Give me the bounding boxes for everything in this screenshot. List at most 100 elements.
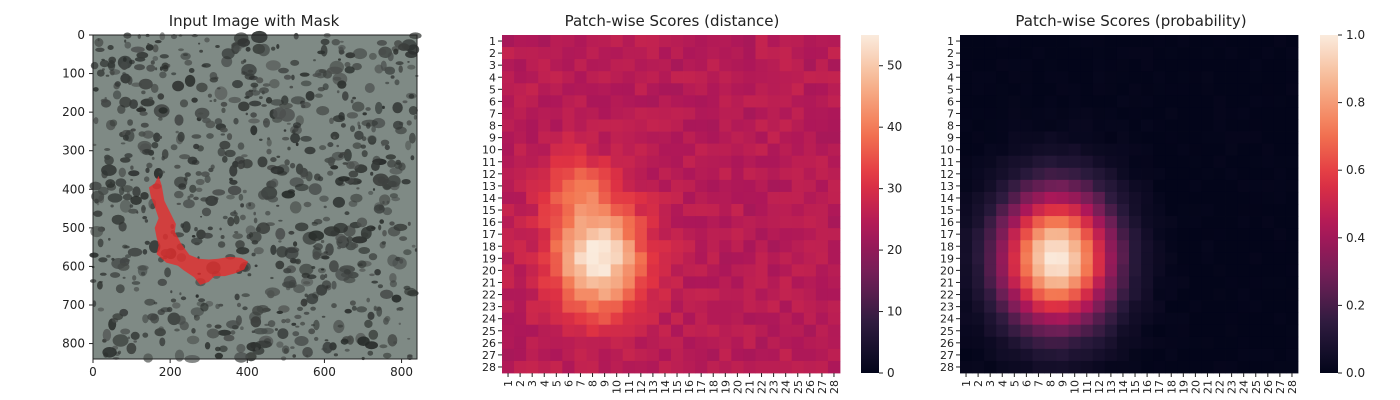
heatmap-cell	[1056, 312, 1070, 326]
heatmap-cell	[972, 179, 985, 193]
heatmap-cell	[1129, 264, 1142, 277]
heatmap-cell	[1092, 204, 1106, 217]
probability-heatmap-axes: 1234567891011121314151617181920212223242…	[940, 35, 1299, 394]
heatmap-cell	[610, 107, 624, 120]
texture-spot	[391, 294, 402, 303]
texture-spot	[205, 195, 218, 206]
heatmap-cell	[1273, 71, 1287, 84]
texture-spot	[291, 74, 295, 81]
texture-spot	[308, 183, 322, 196]
texture-spot	[333, 136, 336, 139]
heatmap-cell	[1080, 300, 1094, 314]
heatmap-cell	[634, 107, 648, 120]
heatmap-cell	[514, 131, 527, 145]
heatmap-cell	[671, 276, 684, 289]
heatmap-cell	[526, 95, 539, 108]
colorbar-gradient	[861, 35, 879, 373]
heatmap-cell	[1177, 240, 1190, 253]
heatmap-cell	[743, 324, 756, 338]
texture-spot	[206, 133, 214, 139]
heatmap-cell	[1092, 276, 1106, 289]
texture-spot	[275, 260, 285, 270]
heatmap-cell	[526, 288, 539, 301]
texture-spot	[130, 195, 142, 205]
heatmap-cell	[1056, 264, 1070, 277]
heatmap-cell	[538, 131, 551, 145]
heatmap-cell	[1129, 155, 1142, 169]
heatmap-cell	[1044, 288, 1057, 301]
heatmap-cell	[514, 276, 527, 289]
heatmap-cell	[1213, 143, 1226, 157]
heatmap-cell	[1237, 276, 1251, 289]
texture-spot	[119, 96, 132, 108]
heatmap-cell	[1104, 264, 1118, 277]
heatmap-cell	[743, 300, 756, 314]
heatmap-cell	[815, 83, 829, 96]
heatmap-cell	[1225, 71, 1239, 84]
heatmap-cell	[526, 155, 539, 169]
texture-spot	[241, 154, 248, 158]
texture-spot	[200, 215, 203, 218]
heatmap-cell	[707, 143, 720, 157]
heatmap-cell	[1213, 312, 1226, 326]
heatmap-cell	[526, 191, 539, 205]
texture-spot	[161, 155, 165, 161]
heatmap-cell	[1225, 276, 1239, 289]
texture-spot	[401, 179, 411, 185]
heatmap-cell	[767, 35, 781, 48]
texture-spot	[233, 215, 240, 225]
heatmap-cell	[1213, 228, 1226, 241]
texture-spot	[110, 204, 114, 208]
heatmap-cell	[803, 300, 817, 314]
texture-spot	[133, 287, 140, 292]
texture-spot	[398, 162, 406, 171]
texture-spot	[315, 238, 319, 241]
heatmap-cell	[1273, 95, 1287, 108]
heatmap-cell	[586, 179, 599, 193]
heatmap-cell	[1285, 47, 1299, 60]
heatmap-cell	[767, 312, 781, 326]
heatmap-cell	[719, 216, 732, 229]
heatmap-cell	[1249, 143, 1263, 157]
heatmap-cell	[1068, 336, 1082, 350]
heatmap-cell	[1104, 240, 1118, 253]
texture-spot	[121, 185, 133, 193]
heatmap-cell	[803, 216, 817, 229]
heatmap-cell	[622, 228, 636, 241]
texture-spot	[352, 48, 368, 60]
texture-spot	[191, 34, 198, 38]
heatmap-cell	[755, 83, 768, 96]
heatmap-cell	[1201, 276, 1214, 289]
row-tick-label: 24	[482, 313, 496, 326]
heatmap-cell	[767, 216, 781, 229]
heatmap-cell	[1032, 47, 1045, 60]
heatmap-cell	[550, 300, 563, 314]
heatmap-cell	[996, 324, 1009, 338]
heatmap-cell	[598, 228, 612, 241]
heatmap-cell	[984, 252, 997, 265]
heatmap-cell	[526, 179, 539, 193]
texture-spot	[131, 281, 141, 285]
heatmap-cell	[1116, 204, 1130, 217]
texture-spot	[142, 216, 148, 220]
heatmap-cell	[646, 324, 660, 338]
texture-spot	[375, 101, 383, 115]
heatmap-cell	[815, 264, 829, 277]
heatmap-cell	[526, 143, 539, 157]
heatmap-cell	[671, 71, 684, 84]
texture-spot	[321, 268, 325, 271]
texture-spot	[107, 193, 123, 203]
texture-spot	[208, 167, 214, 173]
row-tick-label: 4	[947, 71, 954, 84]
texture-spot	[379, 219, 385, 224]
heatmap-cell	[538, 71, 551, 84]
heatmap-cell	[779, 276, 793, 289]
heatmap-cell	[1153, 107, 1166, 120]
texture-spot	[299, 263, 314, 276]
heatmap-cell	[767, 95, 781, 108]
texture-spot	[335, 233, 347, 243]
heatmap-cell	[1008, 336, 1021, 350]
heatmap-cell	[502, 119, 515, 132]
heatmap-cell	[1104, 191, 1118, 205]
texture-spot	[191, 134, 202, 139]
